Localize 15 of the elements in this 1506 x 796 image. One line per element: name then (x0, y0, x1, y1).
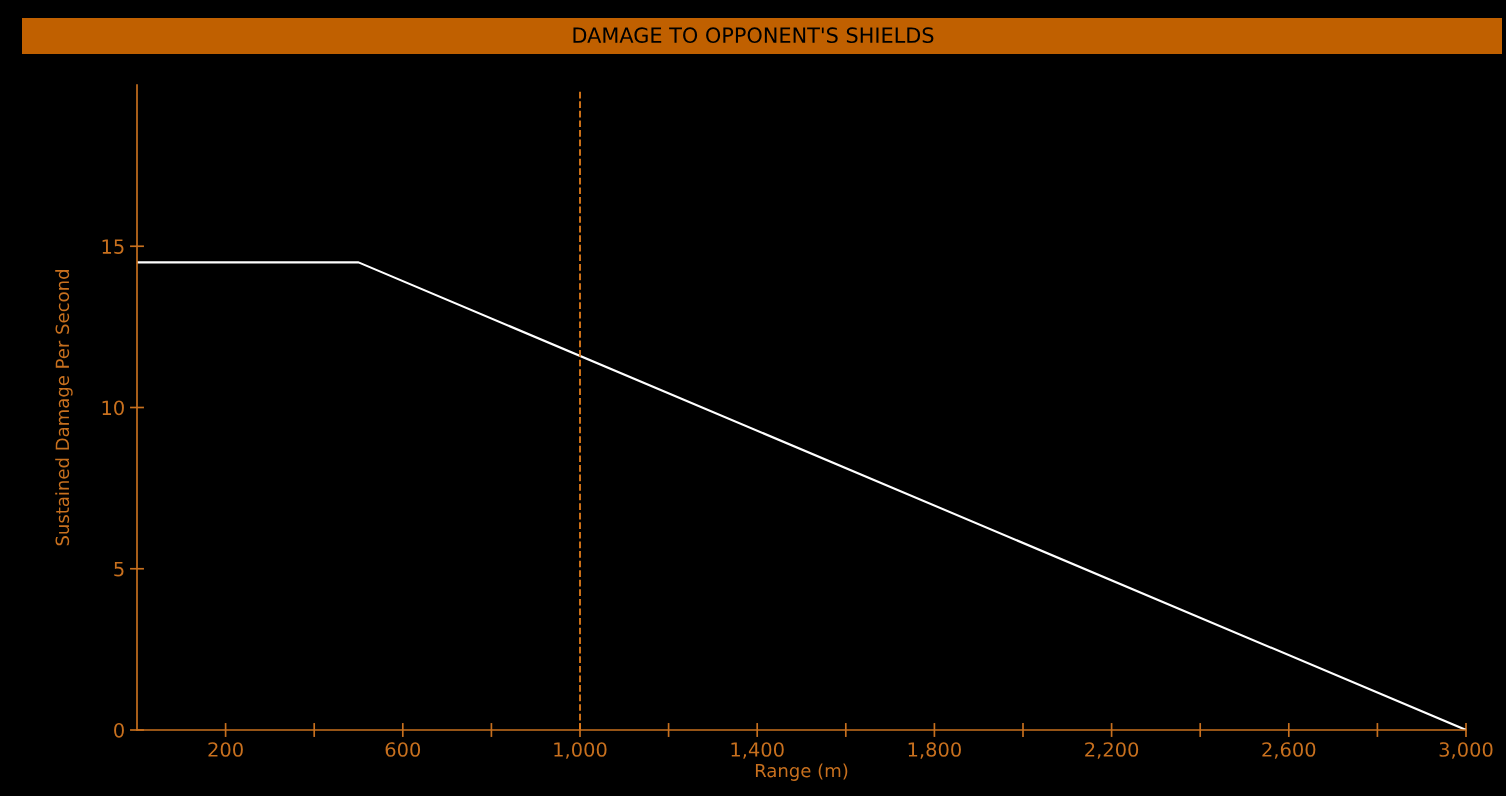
x-tick-label: 1,000 (554, 742, 607, 759)
x-tick-label: 3,000 (1439, 742, 1493, 759)
x-tick-label: 200 (208, 742, 243, 757)
y-tick-label: 0 (114, 722, 124, 738)
x-tick-label: 2,200 (1085, 742, 1139, 759)
x-tick-label: 1,400 (731, 742, 784, 759)
y-tick-label: 10 (102, 400, 124, 416)
x-tick-label: 600 (385, 742, 421, 757)
x-tick-label: 1,800 (908, 742, 961, 759)
x-axis-title: Range (m) (755, 763, 848, 781)
y-tick-label: 5 (114, 561, 124, 577)
y-axis-title: Sustained Damage Per Second (55, 270, 73, 546)
y-tick-label: 15 (102, 239, 124, 254)
x-tick-label: 2,600 (1262, 742, 1316, 759)
chart-title: DAMAGE TO OPPONENT'S SHIELDS (573, 27, 934, 44)
